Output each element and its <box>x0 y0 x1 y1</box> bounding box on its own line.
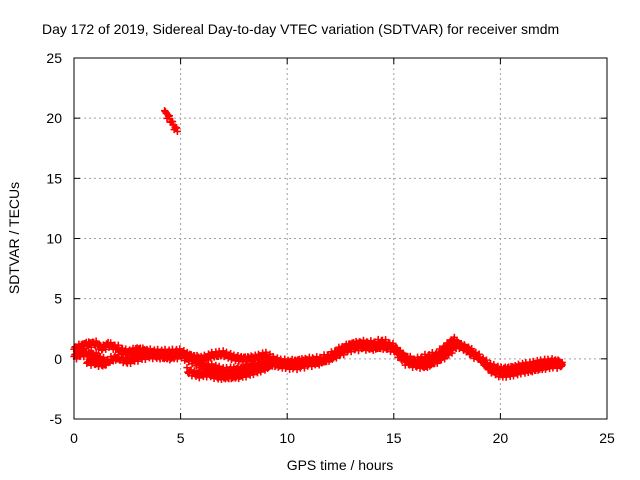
y-tick-label: 25 <box>46 50 62 66</box>
plot-frame <box>73 57 608 420</box>
data-point <box>154 349 162 357</box>
data-point <box>475 350 483 358</box>
y-tick-label: 5 <box>54 291 62 307</box>
x-axis-label: GPS time / hours <box>287 457 394 473</box>
y-tick-label: 20 <box>46 110 62 126</box>
data-point <box>99 357 108 365</box>
data-point <box>208 360 216 368</box>
data-point <box>389 342 397 350</box>
x-tick-label: 15 <box>386 430 402 446</box>
axes: 0 5 10 15 20 25 -5 0 5 10 15 20 25 <box>46 50 615 446</box>
data-point <box>134 357 142 365</box>
x-tick-label: 5 <box>177 430 185 446</box>
data-point <box>161 350 169 358</box>
data-point <box>183 364 191 372</box>
data-point <box>468 345 476 353</box>
data-point <box>114 341 122 349</box>
data-point <box>509 372 518 380</box>
x-tick-label: 20 <box>493 430 509 446</box>
data-point <box>246 357 254 366</box>
data-point <box>478 356 486 365</box>
x-tick-label: 25 <box>599 430 615 446</box>
data-point <box>215 362 223 370</box>
data-point <box>102 361 110 369</box>
data-point <box>242 373 250 381</box>
data-point <box>222 348 231 356</box>
data-point <box>257 368 265 376</box>
data-point <box>253 369 262 377</box>
data-point <box>441 355 449 363</box>
data-point <box>558 361 566 369</box>
data-point <box>114 351 122 359</box>
grid-lines <box>74 58 607 419</box>
data-point <box>340 351 348 359</box>
y-axis-label: SDTVAR / TECUs <box>6 182 22 294</box>
data-point <box>141 355 149 363</box>
data-point <box>173 127 182 136</box>
y-tick-label: 10 <box>46 231 62 247</box>
data-point <box>479 355 487 364</box>
data-point <box>514 371 522 379</box>
data-point <box>165 112 174 120</box>
data-point <box>332 354 340 362</box>
data-point <box>266 362 274 370</box>
data-point <box>448 349 456 357</box>
y-tick-label: -5 <box>50 411 63 427</box>
x-tick-label: 10 <box>279 430 295 446</box>
data-point <box>490 364 498 373</box>
data-point <box>482 359 491 367</box>
chart-title: Day 172 of 2019, Sidereal Day-to-day VTE… <box>42 21 559 37</box>
x-tick-label: 0 <box>70 430 78 446</box>
y-tick-label: 0 <box>54 351 62 367</box>
data-point <box>212 361 220 369</box>
data-point <box>249 370 258 379</box>
y-tick-label: 15 <box>46 170 62 186</box>
data-points <box>70 107 566 384</box>
data-point <box>126 359 135 368</box>
